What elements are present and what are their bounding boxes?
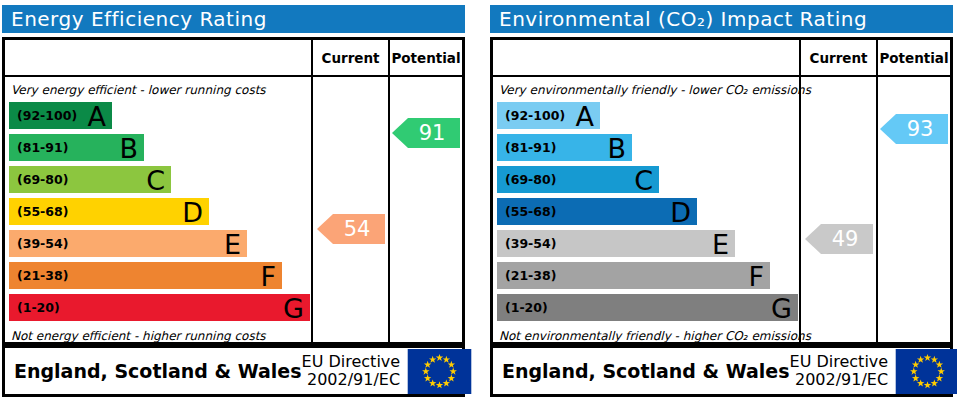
band-row-d: (55-68) D [9,198,209,225]
top-caption: Very environmentally friendly - lower CO… [493,77,950,102]
band-letter: E [712,230,729,257]
potential-column-header: Potential [876,40,950,75]
energy-chart-box: Current Potential Very energy efficient … [2,37,465,345]
band-range-label: (69-80) [9,172,68,187]
band-range-label: (1-20) [497,300,548,315]
top-caption: Very energy efficient - lower running co… [5,77,462,102]
column-divider [311,77,313,342]
band-letter: F [748,262,764,289]
band-range-label: (92-100) [9,108,77,123]
band-letter: D [182,198,203,225]
current-rating-value: 49 [832,227,859,251]
current-rating-arrow: 54 [317,214,385,244]
band-range-label: (55-68) [497,204,556,219]
eu-flag-icon [895,349,957,394]
band-letter: A [576,102,594,129]
band-range-label: (21-38) [9,268,68,283]
band-letter: B [607,134,626,161]
epc-certificate-graphs: Energy Efficiency Rating Current Potenti… [0,0,957,404]
band-letter: A [88,102,106,129]
header-spacer [493,40,799,75]
potential-column-header: Potential [388,40,462,75]
band-row-c: (69-80) C [9,166,171,193]
band-range-label: (81-91) [497,140,556,155]
environmental-footer: England, Scotland & Wales EU Directive 2… [490,345,953,397]
potential-rating-arrow: 91 [392,118,460,148]
band-row-b: (81-91) B [9,134,144,161]
energy-footer: England, Scotland & Wales EU Directive 2… [2,345,465,397]
eu-directive-label: EU Directive 2002/91/EC [302,353,408,389]
band-row-g: (1-20) G [497,294,798,321]
environmental-panel-title: Environmental (CO₂) Impact Rating [490,5,953,33]
region-label: England, Scotland & Wales [493,360,790,382]
current-column-header: Current [799,40,876,75]
band-range-label: (21-38) [497,268,556,283]
band-row-a: (92-100) A [9,102,112,129]
current-column-header: Current [311,40,388,75]
eu-flag-icon [407,349,472,394]
header-spacer [5,40,311,75]
band-row-e: (39-54) E [9,230,247,257]
column-divider [876,77,878,342]
energy-header-row: Current Potential [5,40,462,77]
band-range-label: (81-91) [9,140,68,155]
band-letter: F [260,262,276,289]
band-letter: B [119,134,138,161]
band-row-f: (21-38) F [497,262,770,289]
column-divider [388,77,390,342]
band-letter: G [771,294,792,321]
bottom-caption: Not environmentally friendly - higher CO… [493,326,950,343]
band-row-d: (55-68) D [497,198,697,225]
current-rating-arrow: 49 [805,224,873,254]
region-label: England, Scotland & Wales [5,360,302,382]
band-letter: D [670,198,691,225]
band-letter: C [146,166,165,193]
band-row-g: (1-20) G [9,294,310,321]
environmental-header-row: Current Potential [493,40,950,77]
band-row-c: (69-80) C [497,166,659,193]
band-letter: E [224,230,241,257]
eu-directive-line2: 2002/91/EC [302,371,401,389]
energy-panel-title: Energy Efficiency Rating [2,5,465,33]
environmental-impact-panel: Environmental (CO₂) Impact Rating Curren… [490,5,953,397]
band-range-label: (69-80) [497,172,556,187]
column-divider [799,77,801,342]
band-row-a: (92-100) A [497,102,600,129]
eu-directive-label: EU Directive 2002/91/EC [790,353,896,389]
band-range-label: (92-100) [497,108,565,123]
band-range-label: (39-54) [497,236,556,251]
potential-rating-arrow: 93 [880,114,948,144]
band-range-label: (55-68) [9,204,68,219]
bottom-caption: Not energy efficient - higher running co… [5,326,462,343]
band-row-e: (39-54) E [497,230,735,257]
band-letter: G [283,294,304,321]
band-range-label: (39-54) [9,236,68,251]
energy-chart-body: Very energy efficient - lower running co… [5,77,462,342]
current-rating-value: 54 [344,217,371,241]
environmental-chart-box: Current Potential Very environmentally f… [490,37,953,345]
eu-directive-line2: 2002/91/EC [790,371,889,389]
band-row-b: (81-91) B [497,134,632,161]
potential-rating-value: 91 [419,121,446,145]
eu-directive-line1: EU Directive [302,353,401,371]
energy-efficiency-panel: Energy Efficiency Rating Current Potenti… [2,5,465,397]
potential-rating-value: 93 [907,117,934,141]
band-row-f: (21-38) F [9,262,282,289]
band-range-label: (1-20) [9,300,60,315]
environmental-chart-body: Very environmentally friendly - lower CO… [493,77,950,342]
band-letter: C [634,166,653,193]
eu-directive-line1: EU Directive [790,353,889,371]
